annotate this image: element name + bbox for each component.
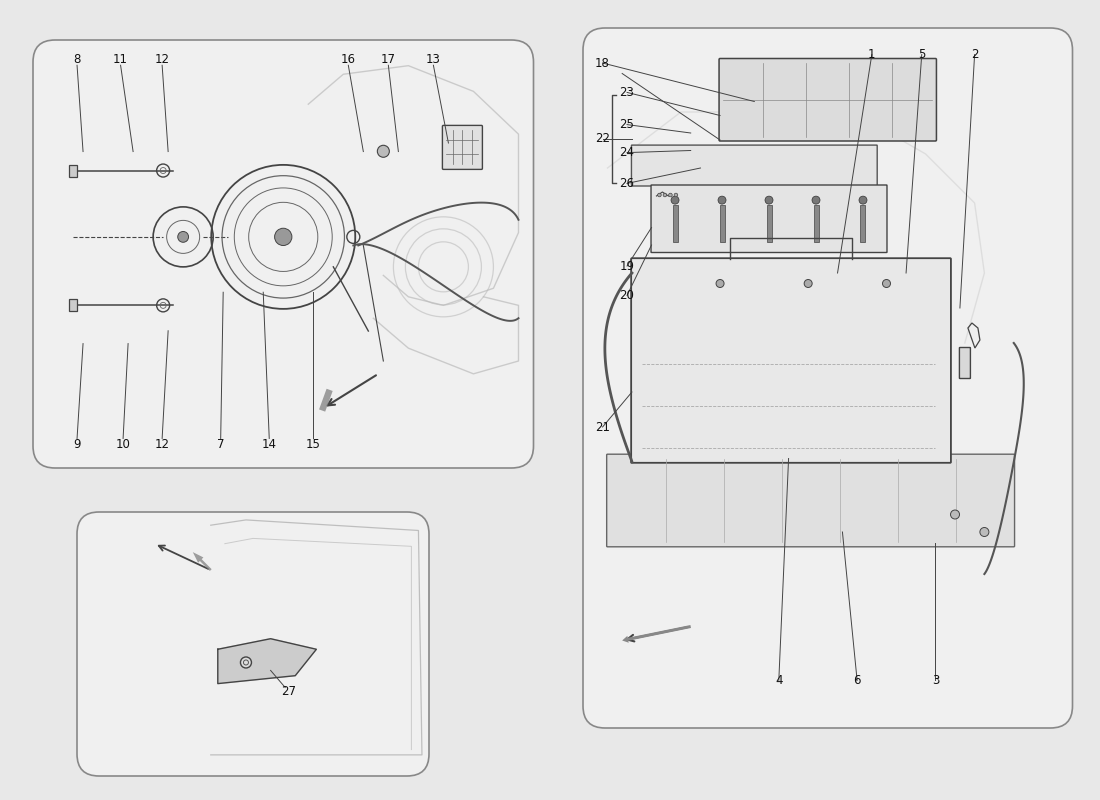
Text: 24: 24 (619, 146, 635, 159)
Text: 25: 25 (619, 118, 635, 131)
Text: 9: 9 (74, 438, 80, 451)
Circle shape (804, 279, 812, 287)
Circle shape (950, 510, 959, 519)
Text: 18: 18 (595, 57, 610, 70)
Text: 17: 17 (381, 53, 396, 66)
Text: 27: 27 (280, 685, 296, 698)
Bar (860, 206, 866, 242)
Circle shape (859, 196, 867, 204)
Circle shape (718, 196, 726, 204)
Text: 13: 13 (426, 53, 441, 66)
Text: 16: 16 (341, 53, 355, 66)
Bar (814, 206, 818, 242)
Text: 15: 15 (306, 438, 321, 451)
FancyBboxPatch shape (631, 145, 877, 186)
Text: 5: 5 (918, 48, 925, 61)
Text: 1: 1 (868, 48, 876, 61)
FancyBboxPatch shape (583, 28, 1072, 728)
Bar (672, 206, 678, 242)
Circle shape (377, 146, 389, 158)
FancyBboxPatch shape (631, 258, 950, 462)
Text: 7: 7 (217, 438, 224, 451)
Circle shape (671, 196, 679, 204)
FancyArrow shape (623, 625, 691, 642)
Text: 19: 19 (619, 259, 635, 273)
Circle shape (980, 527, 989, 537)
Text: 11: 11 (113, 53, 128, 66)
Circle shape (669, 194, 672, 197)
Text: 8: 8 (74, 53, 80, 66)
Circle shape (716, 279, 724, 287)
Text: 20: 20 (619, 289, 635, 302)
Text: 14: 14 (262, 438, 277, 451)
Circle shape (674, 194, 678, 197)
Text: 26: 26 (619, 177, 635, 190)
FancyBboxPatch shape (719, 58, 936, 141)
Circle shape (663, 194, 667, 197)
FancyArrow shape (192, 552, 211, 571)
Circle shape (812, 196, 820, 204)
Bar (767, 206, 771, 242)
Circle shape (178, 231, 188, 242)
Circle shape (882, 279, 891, 287)
Text: 22: 22 (595, 132, 610, 145)
Text: eurospares: eurospares (752, 350, 923, 378)
Text: 2: 2 (971, 48, 978, 61)
Bar (69, 299, 77, 311)
Text: 3: 3 (932, 674, 939, 687)
Text: 12: 12 (155, 438, 169, 451)
Circle shape (764, 196, 773, 204)
Text: eurospares: eurospares (188, 162, 359, 191)
Circle shape (241, 657, 252, 668)
Circle shape (275, 228, 292, 246)
Text: 10: 10 (116, 438, 131, 451)
Text: 12: 12 (155, 53, 169, 66)
FancyBboxPatch shape (651, 185, 887, 253)
Text: eurospares: eurospares (210, 668, 296, 683)
FancyBboxPatch shape (33, 40, 534, 468)
FancyBboxPatch shape (77, 512, 429, 776)
FancyBboxPatch shape (959, 347, 970, 378)
Text: 4: 4 (776, 674, 782, 687)
Text: 23: 23 (619, 86, 635, 99)
FancyBboxPatch shape (442, 126, 483, 170)
Text: 21: 21 (595, 421, 610, 434)
Polygon shape (218, 638, 317, 683)
Bar (719, 206, 725, 242)
Bar (69, 165, 77, 177)
Text: 6: 6 (854, 674, 861, 687)
FancyBboxPatch shape (607, 454, 1014, 547)
Bar (319, 389, 332, 412)
Circle shape (658, 194, 661, 197)
